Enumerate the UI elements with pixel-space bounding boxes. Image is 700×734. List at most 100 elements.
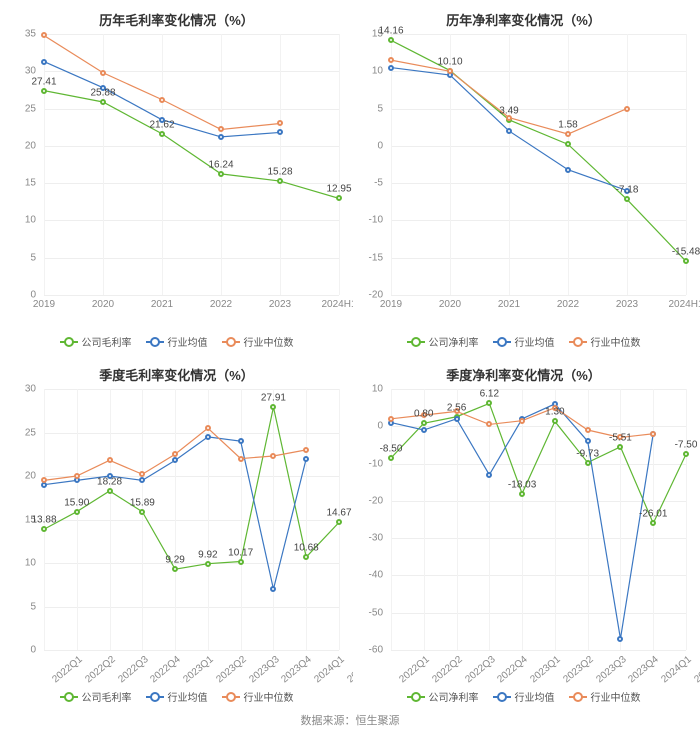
data-label: 10.68 <box>294 543 319 554</box>
y-tick-label: 0 <box>353 140 383 151</box>
marker-company <box>486 400 492 406</box>
y-tick-label: -15 <box>353 252 383 263</box>
legend-swatch-icon <box>146 337 164 347</box>
x-tick-label: 2021 <box>498 299 520 310</box>
x-tick-label: 2023 <box>616 299 638 310</box>
data-label: 1.58 <box>558 120 577 131</box>
marker-median <box>238 456 244 462</box>
marker-company <box>650 520 656 526</box>
x-tick-label: 2022Q1 <box>397 654 431 685</box>
legend-item-median: 行业中位数 <box>222 334 294 349</box>
y-tick-label: 25 <box>6 103 36 114</box>
marker-avg <box>139 477 145 483</box>
x-tick-label: 2022Q3 <box>463 654 497 685</box>
x-tick-label: 2023Q4 <box>280 654 314 685</box>
data-label: 15.90 <box>64 497 89 508</box>
gridline <box>44 650 339 651</box>
marker-company <box>139 509 145 515</box>
marker-avg <box>506 128 512 134</box>
legend-swatch-icon <box>222 337 240 347</box>
data-label: 18.28 <box>97 477 122 488</box>
x-tick-label: 2023Q3 <box>247 654 281 685</box>
legend-label: 公司毛利率 <box>82 689 132 704</box>
marker-company <box>565 141 571 147</box>
x-tick-label: 2023Q1 <box>181 654 215 685</box>
marker-median <box>41 32 47 38</box>
data-label: 16.24 <box>208 160 233 171</box>
marker-company <box>552 418 558 424</box>
legend-item-avg: 行业均值 <box>146 334 208 349</box>
series-line-median <box>44 35 280 129</box>
y-axis: -20-15-10-5051015 <box>353 34 387 295</box>
legend-swatch-icon <box>60 692 78 702</box>
marker-company <box>303 554 309 560</box>
marker-company <box>41 526 47 532</box>
vgridline <box>339 34 340 295</box>
marker-median <box>624 106 630 112</box>
x-tick-label: 2022Q4 <box>496 654 530 685</box>
data-label: 21.62 <box>149 119 174 130</box>
marker-company <box>172 566 178 572</box>
plot-area: 14.1610.103.49-7.18-15.481.58 <box>391 34 686 295</box>
chart-title: 历年净利率变化情况（%） <box>353 4 694 31</box>
y-tick-label: -50 <box>353 607 383 618</box>
legend-label: 行业均值 <box>168 334 208 349</box>
x-tick-label: 2024Q1 <box>660 654 694 685</box>
x-tick-label: 2022Q2 <box>83 654 117 685</box>
y-tick-label: -40 <box>353 570 383 581</box>
marker-median <box>159 97 165 103</box>
x-tick-label: 2022Q3 <box>116 654 150 685</box>
marker-median <box>565 131 571 137</box>
marker-company <box>388 37 394 43</box>
x-tick-label: 2022Q2 <box>430 654 464 685</box>
marker-median <box>74 473 80 479</box>
marker-median <box>388 57 394 63</box>
data-label: 13.88 <box>31 515 56 526</box>
series-line-median <box>391 60 627 134</box>
marker-company <box>107 488 113 494</box>
x-tick-label: 2023Q2 <box>561 654 595 685</box>
legend-item-company: 公司净利率 <box>407 689 479 704</box>
marker-median <box>519 418 525 424</box>
legend-item-avg: 行业均值 <box>493 689 555 704</box>
data-label: -26.01 <box>639 509 667 520</box>
legend-swatch-icon <box>60 337 78 347</box>
data-label: 9.92 <box>198 549 217 560</box>
marker-avg <box>421 427 427 433</box>
y-tick-label: 10 <box>6 558 36 569</box>
marker-company <box>159 131 165 137</box>
marker-company <box>519 491 525 497</box>
legend-label: 行业中位数 <box>244 334 294 349</box>
panel-annual-net: 历年净利率变化情况（%） 14.1610.103.49-7.18-15.481.5… <box>353 4 694 353</box>
legend-swatch-icon <box>569 337 587 347</box>
legend-label: 行业中位数 <box>244 689 294 704</box>
gridline <box>391 650 686 651</box>
legend-label: 公司净利率 <box>429 689 479 704</box>
data-label: -9.73 <box>576 448 599 459</box>
y-tick-label: -5 <box>353 178 383 189</box>
marker-avg <box>303 456 309 462</box>
x-tick-label: 2024Q1 <box>313 654 347 685</box>
y-tick-label: 35 <box>6 29 36 40</box>
x-tick-label: 2023 <box>269 299 291 310</box>
x-tick-label: 2022 <box>210 299 232 310</box>
marker-avg <box>277 129 283 135</box>
legend-swatch-icon <box>493 337 511 347</box>
data-label: 10.17 <box>228 547 253 558</box>
vgridline <box>686 389 687 650</box>
marker-company <box>585 460 591 466</box>
data-label: 15.28 <box>267 167 292 178</box>
data-label: 3.49 <box>499 106 518 117</box>
legend-swatch-icon <box>407 692 425 702</box>
marker-median <box>447 68 453 74</box>
data-label: 1.30 <box>545 407 564 418</box>
legend-item-avg: 行业均值 <box>146 689 208 704</box>
marker-median <box>650 431 656 437</box>
panel-quarterly-gross: 季度毛利率变化情况（%）13.8815.9018.2815.899.299.92… <box>6 359 347 708</box>
x-tick-label: 2020 <box>92 299 114 310</box>
y-tick-label: -30 <box>353 533 383 544</box>
marker-company <box>238 559 244 565</box>
y-axis: 05101520253035 <box>6 34 40 295</box>
marker-median <box>100 70 106 76</box>
y-tick-label: 10 <box>6 215 36 226</box>
